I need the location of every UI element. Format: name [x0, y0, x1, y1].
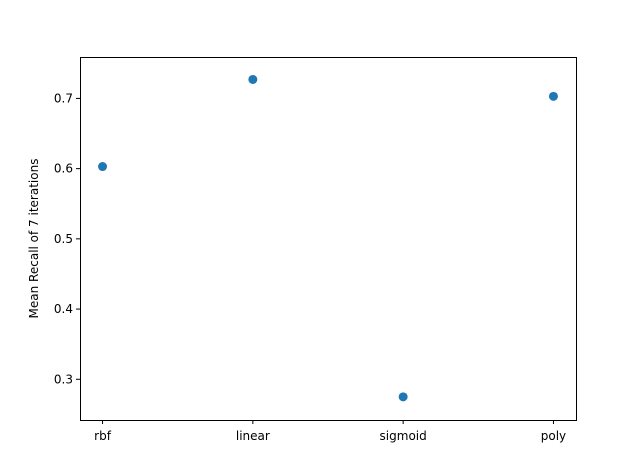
- y-axis-label: Mean Recall of 7 iterations: [27, 159, 41, 319]
- x-tick-label: poly: [541, 429, 566, 443]
- y-tick-label: 0.4: [54, 302, 73, 316]
- y-tick-label: 0.5: [54, 232, 73, 246]
- x-tick-label: sigmoid: [380, 429, 427, 443]
- data-point-sigmoid: [398, 392, 408, 402]
- data-point-rbf: [98, 162, 108, 172]
- axis-ticks: rbf linear sigmoid poly 0.3 0.4 0.5 0.6 0.7: [54, 91, 566, 443]
- y-tick-label: 0.6: [54, 162, 73, 176]
- data-points: [98, 74, 558, 402]
- data-point-linear: [248, 74, 258, 84]
- plot-frame: [80, 57, 577, 421]
- data-point-poly: [548, 91, 558, 101]
- y-tick-label: 0.3: [54, 372, 73, 386]
- x-tick-label: linear: [236, 429, 270, 443]
- x-tick-label: rbf: [94, 429, 112, 443]
- y-tick-label: 0.7: [54, 91, 73, 105]
